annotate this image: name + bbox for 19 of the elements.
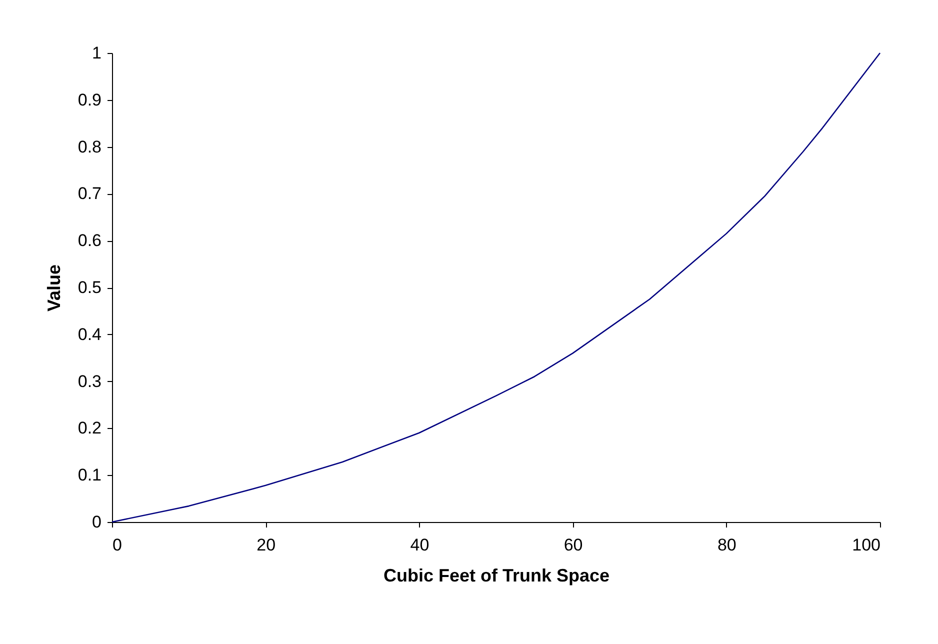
- x-tick-label: 80: [717, 536, 736, 554]
- x-tick-label: 20: [256, 536, 276, 554]
- y-tick-label: 0.7: [78, 184, 102, 204]
- x-tick-label: 60: [564, 536, 583, 554]
- y-tick-label: 0.8: [78, 137, 102, 156]
- y-tick-label: 0.1: [78, 466, 102, 485]
- y-tick-label: 0: [92, 512, 102, 532]
- x-tick-label: 0: [112, 536, 122, 554]
- x-axis-title: Cubic Feet of Trunk Space: [383, 566, 610, 586]
- y-tick-label: 0.6: [78, 231, 102, 250]
- x-tick-label: 40: [410, 536, 430, 554]
- y-tick-label: 1: [92, 44, 102, 62]
- y-axis-title: Value: [44, 264, 64, 312]
- x-tick-label: 100: [852, 536, 880, 554]
- y-tick-label: 0.4: [78, 324, 102, 344]
- y-tick-label: 0.9: [78, 90, 102, 110]
- y-tick-label: 0.3: [78, 372, 102, 391]
- y-tick-label: 0.2: [78, 418, 102, 438]
- y-tick-label: 0.5: [78, 278, 102, 297]
